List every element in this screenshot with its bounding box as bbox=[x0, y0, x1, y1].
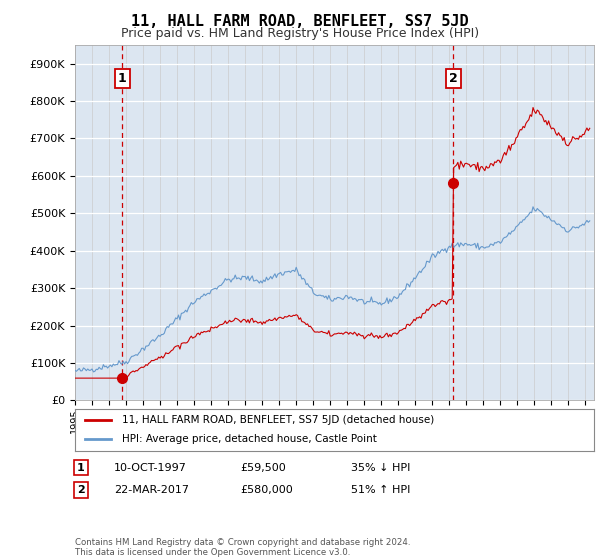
Text: 2: 2 bbox=[449, 72, 457, 85]
Text: 2: 2 bbox=[77, 485, 85, 495]
Text: 22-MAR-2017: 22-MAR-2017 bbox=[114, 485, 189, 495]
Text: 10-OCT-1997: 10-OCT-1997 bbox=[114, 463, 187, 473]
Text: 1: 1 bbox=[77, 463, 85, 473]
Text: 35% ↓ HPI: 35% ↓ HPI bbox=[351, 463, 410, 473]
Text: HPI: Average price, detached house, Castle Point: HPI: Average price, detached house, Cast… bbox=[122, 435, 377, 445]
Text: 1: 1 bbox=[118, 72, 127, 85]
Text: 11, HALL FARM ROAD, BENFLEET, SS7 5JD: 11, HALL FARM ROAD, BENFLEET, SS7 5JD bbox=[131, 14, 469, 29]
Text: Price paid vs. HM Land Registry's House Price Index (HPI): Price paid vs. HM Land Registry's House … bbox=[121, 27, 479, 40]
Text: £580,000: £580,000 bbox=[240, 485, 293, 495]
Text: 11, HALL FARM ROAD, BENFLEET, SS7 5JD (detached house): 11, HALL FARM ROAD, BENFLEET, SS7 5JD (d… bbox=[122, 415, 434, 425]
Text: 51% ↑ HPI: 51% ↑ HPI bbox=[351, 485, 410, 495]
Text: Contains HM Land Registry data © Crown copyright and database right 2024.
This d: Contains HM Land Registry data © Crown c… bbox=[75, 538, 410, 557]
Text: £59,500: £59,500 bbox=[240, 463, 286, 473]
